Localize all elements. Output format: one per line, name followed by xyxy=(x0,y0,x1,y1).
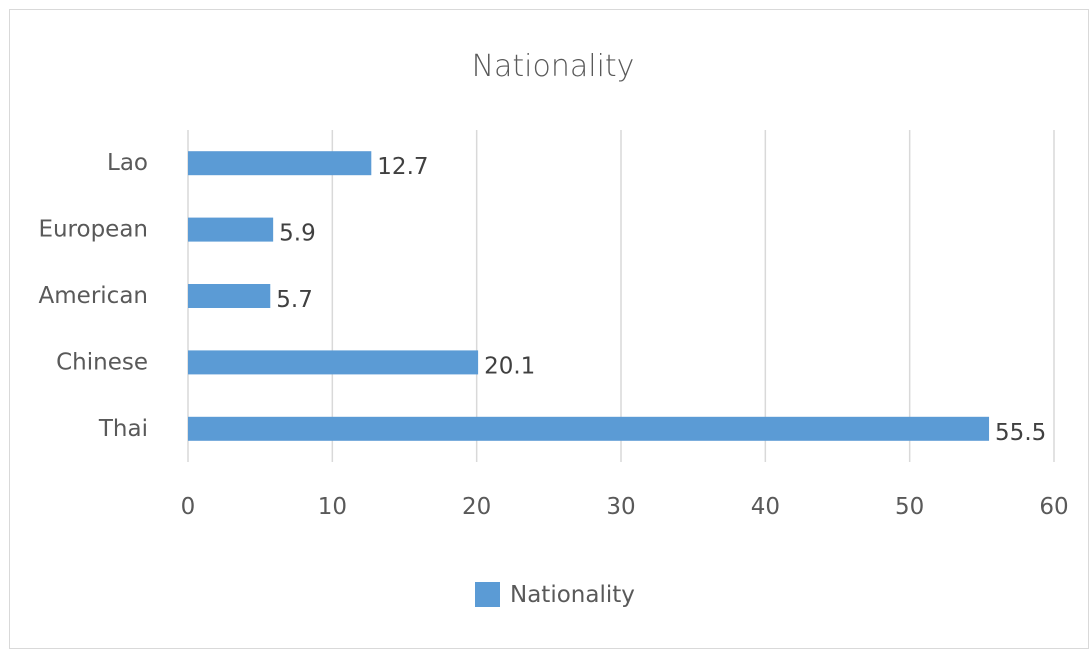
data-labels: 55.5 20.1 5.7 5.9 12.7 xyxy=(276,154,1046,446)
chart-title: Nationality xyxy=(472,49,635,84)
x-tick-label: 20 xyxy=(462,494,491,520)
data-label: 5.9 xyxy=(279,221,316,247)
x-tick-label: 40 xyxy=(751,494,780,520)
data-label: 12.7 xyxy=(377,154,428,180)
legend-swatch xyxy=(475,582,500,607)
x-tick-label: 10 xyxy=(318,494,347,520)
data-label: 20.1 xyxy=(484,353,535,379)
x-axis-tick-labels: 0 10 20 30 40 50 60 xyxy=(181,494,1069,520)
x-tick-label: 50 xyxy=(895,494,924,520)
bar xyxy=(188,151,372,176)
bar xyxy=(188,284,271,308)
gridlines xyxy=(187,130,1055,462)
category-label: European xyxy=(38,217,148,243)
legend-label: Nationality xyxy=(510,582,635,608)
category-label: American xyxy=(39,283,148,309)
x-tick-label: 0 xyxy=(181,494,196,520)
bar xyxy=(188,350,479,375)
category-label: Thai xyxy=(98,416,148,442)
x-tick-label: 60 xyxy=(1039,494,1068,520)
bars xyxy=(188,151,990,441)
data-label: 5.7 xyxy=(276,287,313,313)
bar xyxy=(188,416,990,441)
legend: Nationality xyxy=(475,582,635,608)
category-labels: Thai Chinese American European Lao xyxy=(38,150,148,442)
category-label: Chinese xyxy=(56,349,148,375)
x-tick-label: 30 xyxy=(606,494,635,520)
data-label: 55.5 xyxy=(995,420,1046,446)
category-label: Lao xyxy=(107,150,148,176)
bar xyxy=(188,217,274,242)
